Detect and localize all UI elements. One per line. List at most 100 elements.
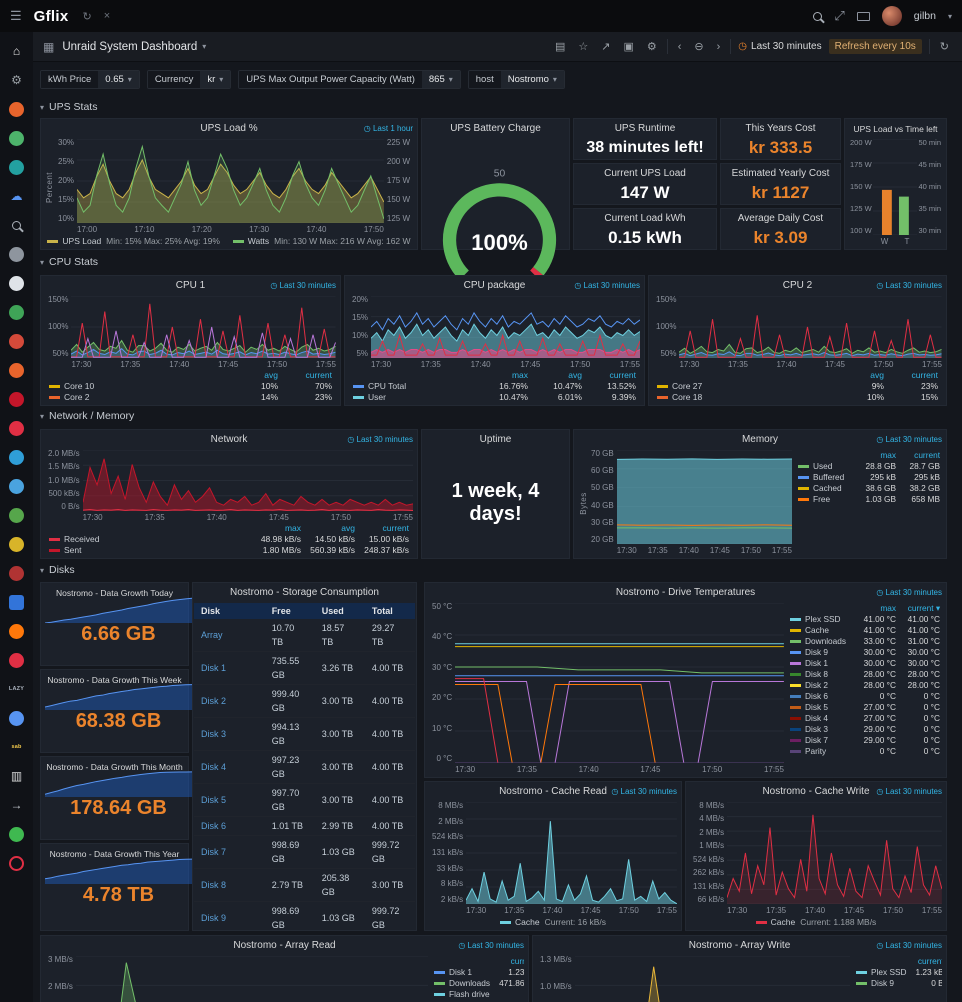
legend-item[interactable]: Buffered 295 kB 295 kB bbox=[796, 472, 942, 483]
legend-item[interactable]: Free 1.03 GB 658 MB bbox=[796, 494, 942, 505]
search-icon[interactable] bbox=[813, 11, 823, 21]
legend-item[interactable]: Disk 9 30.00 °C 30.00 °C bbox=[788, 647, 942, 658]
cache-write-chart[interactable]: 8 MB/s 4 MB/s 2 MB/s 1 MB/s 524 kB/s 262 kB/s… bbox=[690, 802, 942, 928]
panel-title[interactable]: Average Daily Cost bbox=[737, 213, 824, 224]
legend-item[interactable]: Cache 41.00 °C 41.00 °C bbox=[788, 625, 942, 636]
legend-item[interactable]: Received 48.98 kB/s 14.50 kB/s 15.00 kB/s bbox=[45, 534, 413, 545]
ups-battery-gauge[interactable]: 050100100% bbox=[426, 159, 573, 306]
time-range-label[interactable]: Last 30 minutes bbox=[270, 276, 336, 296]
fullscreen-icon[interactable]: ⤢ bbox=[834, 8, 845, 23]
table-link[interactable]: Disk 5 bbox=[194, 783, 265, 817]
legend-item[interactable]: Cache Current: 16 kB/s bbox=[500, 917, 606, 927]
table-link[interactable]: Disk 8 bbox=[194, 868, 265, 902]
panel-title[interactable]: Nostromo - Data Growth This Month bbox=[46, 762, 183, 772]
column-header[interactable]: Disk bbox=[194, 603, 265, 619]
table-link[interactable]: Disk 1 bbox=[194, 651, 265, 685]
legend-item[interactable]: Used 28.8 GB 28.7 GB bbox=[796, 461, 942, 472]
legend-item[interactable]: Disk 1 30.00 °C 30.00 °C bbox=[788, 658, 942, 669]
zoom-out-icon[interactable]: ⊖ bbox=[694, 41, 704, 53]
water-drop-icon[interactable] bbox=[8, 709, 26, 727]
table-link[interactable]: Array bbox=[194, 619, 265, 652]
app-icon-green-diamond[interactable] bbox=[8, 129, 26, 147]
dashboard-title[interactable]: Unraid System Dashboard bbox=[62, 40, 198, 53]
panel-title[interactable]: Current UPS Load bbox=[604, 168, 686, 179]
legend-column-header[interactable]: max bbox=[880, 450, 896, 460]
time-range-label[interactable]: Last 30 minutes bbox=[574, 276, 640, 296]
memory-chart[interactable]: Bytes 70 GB 60 GB 50 GB 40 GB 30 GB 20 GB 17:30… bbox=[578, 450, 942, 556]
time-range-label[interactable]: Last 30 minutes bbox=[347, 430, 413, 450]
app-icon-unraid[interactable] bbox=[8, 100, 26, 118]
tv-mode-icon[interactable] bbox=[856, 11, 870, 21]
app-icon-teal[interactable] bbox=[8, 158, 26, 176]
app-icon-rust[interactable] bbox=[8, 332, 26, 350]
variable-1[interactable]: Currency kr ▾ bbox=[146, 70, 232, 89]
table-link[interactable]: Disk 3 bbox=[194, 717, 265, 751]
legend-item[interactable]: UPS Load Min: 15% Max: 25% Avg: 19% bbox=[47, 236, 220, 246]
github-app-icon[interactable] bbox=[8, 825, 26, 843]
table-link[interactable]: Disk 2 bbox=[194, 684, 265, 718]
logout-icon[interactable]: → bbox=[10, 798, 23, 812]
app-icon-shield[interactable] bbox=[8, 390, 26, 408]
panel-title[interactable]: Nostromo - Cache WriteLast 30 minutes bbox=[686, 782, 946, 802]
panel-title[interactable]: UPS Load %Last 1 hour bbox=[41, 119, 417, 139]
dashboard-grid-icon[interactable]: ▦ bbox=[43, 39, 55, 54]
app-icon-red[interactable] bbox=[8, 419, 26, 437]
bank-app-icon[interactable]: ▥ bbox=[10, 769, 23, 783]
panel-title[interactable]: Nostromo - Storage Consumption bbox=[230, 587, 379, 598]
settings-icon[interactable]: ⚙ bbox=[11, 73, 22, 87]
ups-load-vs-time-chart[interactable]: 200 W 175 W 150 W 125 W 100 W W T 50 min 45 min 4… bbox=[849, 139, 942, 247]
app-icon-green[interactable] bbox=[8, 303, 26, 321]
panel-title[interactable]: Current Load kWh bbox=[604, 213, 686, 224]
legend-column-header[interactable]: avg bbox=[568, 370, 582, 380]
app-icon-down-red[interactable] bbox=[8, 651, 26, 669]
legend-item[interactable]: Disk 7 29.00 °C 0 °C bbox=[788, 735, 942, 746]
cache-read-chart[interactable]: 8 MB/s 2 MB/s 524 kB/s 131 kB/s 33 kB/s 8 kB/… bbox=[429, 802, 677, 928]
time-back-icon[interactable]: ‹ bbox=[677, 40, 682, 53]
panel-title[interactable]: UPS Runtime bbox=[614, 123, 676, 134]
cpu2-chart[interactable]: 150% 100% 50% 17:30 17:35 17:40 17:45 17:50 17:5… bbox=[653, 296, 942, 403]
legend-column-header[interactable]: avg bbox=[870, 370, 884, 380]
row-ups-stats[interactable]: ▾ UPS Stats bbox=[40, 101, 98, 113]
avatar[interactable] bbox=[881, 6, 902, 26]
app-icon-flame[interactable] bbox=[8, 361, 26, 379]
search-icon[interactable] bbox=[8, 216, 26, 234]
cpu-package-chart[interactable]: 20% 15% 10% 5% 17:30 17:35 17:40 17:45 17:50 17:5… bbox=[349, 296, 640, 403]
column-header[interactable]: Used bbox=[314, 603, 365, 619]
row-cpu-stats[interactable]: ▾ CPU Stats bbox=[40, 256, 99, 268]
legend-column-header[interactable]: current bbox=[609, 370, 636, 380]
panel-title[interactable]: Nostromo - Data Growth This Year bbox=[49, 849, 180, 859]
star-icon[interactable]: ☆ bbox=[578, 41, 589, 53]
legend-item[interactable]: Disk 4 27.00 °C 0 °C bbox=[788, 713, 942, 724]
close-icon[interactable]: × bbox=[103, 10, 111, 22]
time-range-label[interactable]: Last 30 minutes bbox=[876, 782, 942, 802]
legend-column-header[interactable]: current ▾ bbox=[510, 956, 524, 966]
time-range-label[interactable]: Last 30 minutes bbox=[876, 276, 942, 296]
ups-load-chart[interactable]: Percent 30% 25% 20% 15% 10% 17:00 17:10 17:20 17:… bbox=[45, 139, 413, 247]
time-range-label[interactable]: Last 30 minutes bbox=[611, 782, 677, 802]
time-range-label[interactable]: Last 30 minutes bbox=[876, 430, 942, 450]
app-icon-square-blue[interactable] bbox=[8, 593, 26, 611]
table-link[interactable]: Disk 7 bbox=[194, 835, 265, 869]
legend-item[interactable]: Cached 38.6 GB 38.2 GB bbox=[796, 483, 942, 494]
app-title[interactable]: Gflix bbox=[33, 7, 69, 25]
add-panel-icon[interactable]: ▤ bbox=[554, 41, 566, 53]
app-icon-grey[interactable] bbox=[8, 245, 26, 263]
legend-item[interactable]: Parity 0 °C 0 °C bbox=[788, 746, 942, 757]
time-forward-icon[interactable]: › bbox=[716, 40, 721, 53]
username[interactable]: gilbn bbox=[913, 10, 936, 22]
panel-title[interactable]: Nostromo - Data Growth This Week bbox=[47, 675, 182, 685]
snapshot-icon[interactable]: ▣ bbox=[623, 41, 634, 53]
legend-item[interactable]: Disk 3 29.00 °C 0 °C bbox=[788, 724, 942, 735]
panel-title[interactable]: MemoryLast 30 minutes bbox=[574, 430, 946, 450]
app-icon-eye[interactable] bbox=[8, 448, 26, 466]
time-range-label[interactable]: Last 30 minutes bbox=[876, 936, 942, 956]
panel-title[interactable]: Uptime bbox=[479, 434, 512, 445]
legend-column-header[interactable]: current bbox=[305, 370, 332, 380]
app-icon-stripes[interactable] bbox=[8, 564, 26, 582]
legend-column-header[interactable]: current bbox=[914, 450, 940, 460]
app-icon-orange[interactable] bbox=[8, 622, 26, 640]
legend-column-header[interactable]: avg bbox=[264, 370, 278, 380]
menu-icon[interactable]: ☰ bbox=[10, 8, 22, 23]
